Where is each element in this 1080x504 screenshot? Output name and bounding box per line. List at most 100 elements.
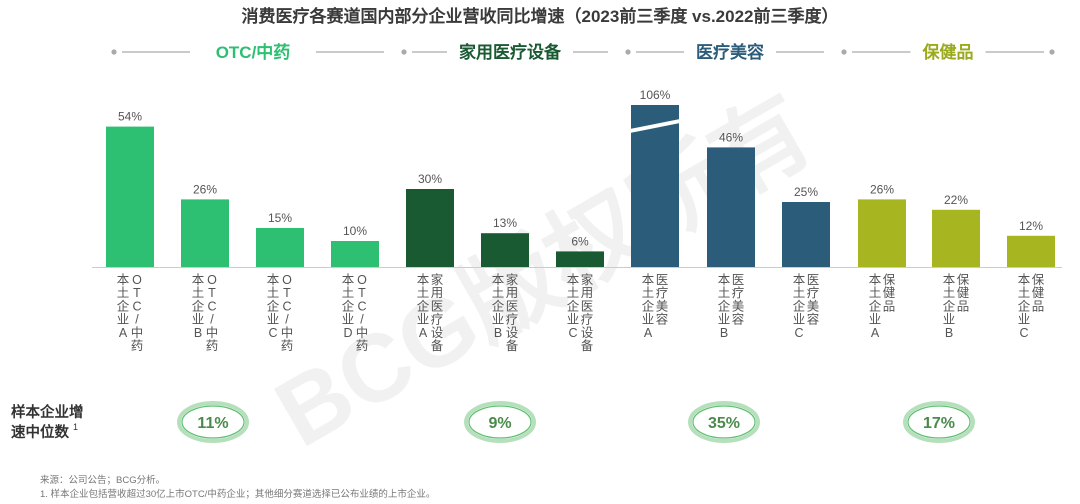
category-sub-label-char: 家 — [581, 272, 594, 287]
category-sub-label-char: 疗 — [656, 286, 669, 300]
category-label-char: 业 — [1018, 313, 1031, 327]
category-sub-label-char: 设 — [581, 325, 594, 340]
category-sub-label-char: 医 — [506, 299, 519, 313]
value-label: 13% — [493, 216, 517, 230]
category-sub-label-char: 药 — [281, 339, 294, 353]
category-sub-label-char: 疗 — [732, 286, 745, 300]
category-sub-label-char: 备 — [581, 339, 594, 353]
category-sub-label-char: C — [132, 299, 141, 313]
category-sub-label-char: 容 — [656, 312, 669, 327]
category-label-char: 土 — [567, 286, 580, 300]
category-sub-label-char: 用 — [431, 286, 444, 300]
segment-divider-dot — [841, 49, 847, 55]
median-footnote-mark: 1 — [73, 422, 78, 432]
category-sub-label-char: O — [207, 273, 217, 287]
category-sub-label-char: T — [208, 286, 216, 300]
bar — [181, 199, 229, 267]
category-sub-label-char: 中 — [356, 325, 369, 340]
segment-divider-dot — [1049, 49, 1055, 55]
category-sub-label-char: 备 — [506, 339, 519, 353]
category-sub-label-char: 健 — [1032, 286, 1045, 300]
median-ellipse-inner — [181, 405, 245, 439]
category-sub-label-char: 美 — [732, 299, 745, 313]
category-label-char: 企 — [192, 298, 205, 313]
category-label-char: B — [194, 326, 202, 340]
category-label-char: 企 — [718, 298, 731, 313]
category-sub-label-char: 健 — [883, 286, 896, 300]
category-label-char: 业 — [943, 313, 956, 327]
bar — [106, 126, 154, 267]
bar — [631, 105, 679, 267]
bar — [256, 228, 304, 267]
category-label-char: 本 — [1018, 273, 1031, 287]
category-sub-label-char: O — [282, 273, 292, 287]
category-sub-label-char: C — [207, 299, 216, 313]
median-ellipse — [903, 401, 975, 443]
category-label-char: B — [494, 326, 502, 340]
category-label-char: 本 — [718, 273, 731, 287]
value-label: 6% — [571, 234, 589, 248]
category-label-char: 本 — [567, 273, 580, 287]
category-label-char: C — [568, 326, 577, 340]
axis-break-mark — [625, 118, 685, 134]
median-value: 35% — [708, 415, 740, 432]
median-ellipse — [688, 401, 760, 443]
segment-label: 医疗美容 — [696, 42, 764, 62]
category-sub-label-char: 美 — [807, 299, 820, 313]
category-label-char: 企 — [492, 298, 505, 313]
category-sub-label-char: 品 — [957, 299, 970, 313]
category-sub-label-char: / — [285, 313, 289, 327]
bar — [1007, 235, 1055, 267]
category-sub-label-char: O — [132, 273, 142, 287]
category-sub-label-char: 中 — [206, 325, 219, 340]
category-label-char: 业 — [492, 313, 505, 327]
category-sub-label-char: 医 — [732, 273, 745, 287]
category-sub-label-char: 备 — [431, 339, 444, 353]
category-sub-label-char: 疗 — [581, 313, 594, 327]
category-label-char: 企 — [642, 298, 655, 313]
value-label: 30% — [418, 172, 442, 186]
category-sub-label-char: T — [133, 286, 141, 300]
bar — [556, 251, 604, 267]
category-sub-label-char: C — [282, 299, 291, 313]
category-label-char: 企 — [869, 298, 882, 313]
category-label-char: A — [871, 326, 880, 340]
segment-label: OTC/中药 — [216, 42, 291, 62]
category-sub-label-char: T — [358, 286, 366, 300]
value-label: 12% — [1019, 219, 1043, 233]
category-sub-label-char: 疗 — [807, 286, 820, 300]
category-sub-label-char: 中 — [281, 325, 294, 340]
category-sub-label-char: 药 — [131, 339, 144, 353]
category-label-char: 本 — [267, 273, 280, 287]
category-label-char: 业 — [567, 313, 580, 327]
chart-title: 消费医疗各赛道国内部分企业营收同比增速（2023前三季度 vs.2022前三季度… — [242, 6, 839, 26]
category-sub-label-char: 家 — [431, 272, 444, 287]
category-label-char: B — [945, 326, 953, 340]
category-label-char: 业 — [793, 313, 806, 327]
value-label: 106% — [640, 88, 671, 102]
category-sub-label-char: 疗 — [431, 313, 444, 327]
category-label-char: 业 — [192, 313, 205, 327]
category-label-char: 土 — [718, 286, 731, 300]
value-label: 26% — [870, 182, 894, 196]
category-sub-label-char: 设 — [506, 325, 519, 340]
category-label-char: 土 — [342, 286, 355, 300]
segment-divider-dot — [111, 49, 117, 55]
category-label-char: 土 — [943, 286, 956, 300]
category-sub-label-char: / — [360, 313, 364, 327]
bar — [481, 233, 529, 267]
category-sub-label-char: 中 — [131, 325, 144, 340]
median-value: 17% — [923, 415, 955, 432]
category-label-char: A — [119, 326, 128, 340]
median-ellipse-inner — [692, 405, 756, 439]
category-sub-label-char: 医 — [581, 299, 594, 313]
category-sub-label-char: 家 — [506, 272, 519, 287]
value-label: 10% — [343, 224, 367, 238]
value-label: 26% — [193, 182, 217, 196]
median-ellipse — [177, 401, 249, 443]
value-label: 25% — [794, 185, 818, 199]
category-label-char: 土 — [492, 286, 505, 300]
category-label-char: 本 — [869, 273, 882, 287]
category-label-char: A — [644, 326, 653, 340]
